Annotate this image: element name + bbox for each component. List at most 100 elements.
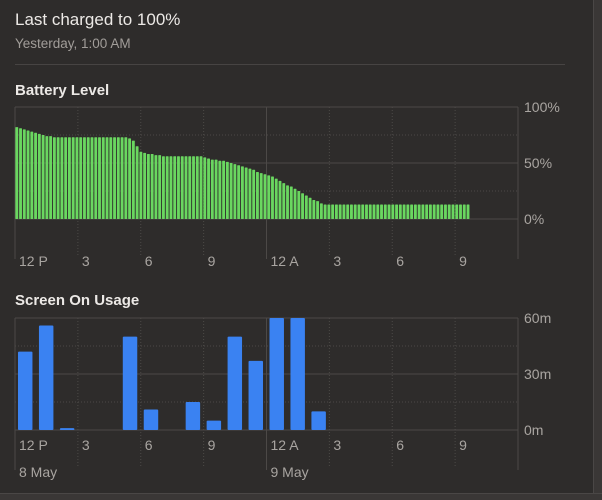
usage-x-tick-label: 6	[396, 437, 404, 453]
battery-bar	[398, 204, 402, 219]
battery-bar	[101, 137, 105, 219]
header-divider	[15, 64, 565, 65]
battery-bar	[282, 183, 286, 219]
battery-y-tick-label: 100%	[524, 99, 560, 115]
usage-x-tick-label: 12 A	[271, 437, 300, 453]
battery-bar	[402, 204, 406, 219]
battery-x-tick-label: 12 P	[19, 253, 48, 269]
battery-bar	[158, 155, 162, 219]
battery-bar	[271, 176, 274, 219]
battery-bar	[124, 137, 128, 219]
battery-x-tick-label: 6	[145, 253, 153, 269]
battery-level-title: Battery Level	[15, 82, 110, 99]
battery-bar	[406, 204, 410, 219]
usage-bar	[59, 428, 75, 430]
battery-bar	[455, 204, 459, 219]
battery-bar	[37, 133, 41, 219]
battery-bar	[323, 204, 327, 219]
battery-bar	[425, 204, 429, 219]
usage-bar	[227, 336, 243, 430]
battery-bar	[218, 160, 222, 219]
usage-bar	[269, 318, 284, 430]
battery-bar	[444, 204, 447, 219]
battery-bar	[22, 129, 26, 219]
battery-bar	[331, 204, 335, 219]
battery-bar	[105, 137, 109, 219]
window-edge-bottom	[0, 493, 602, 500]
battery-bar	[237, 165, 241, 219]
battery-bar	[372, 204, 376, 219]
battery-bar	[128, 138, 132, 219]
battery-x-tick-label: 3	[82, 253, 90, 269]
battery-bar	[350, 204, 353, 219]
battery-bar	[432, 204, 436, 219]
battery-bar	[56, 137, 60, 219]
battery-bar	[203, 157, 207, 219]
battery-bar	[19, 128, 22, 219]
battery-bar	[135, 146, 139, 219]
battery-bar	[165, 156, 169, 219]
battery-bar	[184, 156, 188, 219]
battery-bar	[353, 204, 357, 219]
battery-bar	[259, 173, 263, 219]
battery-bar	[267, 175, 271, 219]
usage-y-tick-label: 30m	[524, 366, 551, 382]
battery-bar	[274, 178, 278, 219]
battery-bar	[98, 137, 101, 219]
battery-bar	[368, 204, 372, 219]
battery-bar	[225, 161, 229, 219]
battery-bar	[289, 186, 293, 219]
battery-bar	[391, 204, 395, 219]
battery-bar	[86, 137, 90, 219]
battery-bar	[109, 137, 113, 219]
screen-on-usage-chart[interactable]: 60m 30m 0m 12 P 3 6 9 12 A 3 6 9 8 May 9 May	[14, 310, 551, 480]
usage-y-tick-label: 0m	[524, 422, 543, 438]
usage-x-tick-label: 9	[459, 437, 467, 453]
battery-y-tick-label: 50%	[524, 155, 552, 171]
battery-level-chart[interactable]: 100% 50% 0% 12 P 3 6 9 12 A 3 6 9	[14, 99, 560, 269]
usage-bar	[143, 409, 159, 430]
battery-bar	[428, 204, 432, 219]
battery-x-tick-label: 9	[208, 253, 216, 269]
usage-x-tick-label: 9	[208, 437, 216, 453]
battery-bar	[26, 130, 30, 219]
battery-bar	[229, 163, 233, 219]
battery-bar	[410, 204, 414, 219]
last-charged-time: Yesterday, 1:00 AM	[15, 36, 131, 51]
battery-bar	[357, 204, 361, 219]
usage-x-tick-label: 3	[82, 437, 90, 453]
battery-bar	[34, 132, 38, 219]
battery-bar	[64, 137, 68, 219]
battery-x-tick-label: 9	[459, 253, 467, 269]
battery-bar	[222, 160, 226, 219]
battery-x-tick-label: 12 A	[271, 253, 300, 269]
battery-bar	[447, 204, 451, 219]
battery-bar	[60, 137, 64, 219]
battery-bar	[413, 204, 417, 219]
battery-bar	[304, 195, 308, 219]
usage-bar	[311, 411, 326, 430]
battery-bar	[462, 204, 466, 219]
battery-bar	[146, 154, 150, 219]
battery-bar	[192, 156, 195, 219]
battery-bar	[15, 127, 19, 219]
battery-bar	[30, 131, 34, 219]
battery-y-tick-label: 0%	[524, 211, 544, 227]
battery-bar	[173, 156, 177, 219]
battery-bar	[278, 180, 282, 219]
battery-bar	[256, 171, 259, 219]
battery-bar	[75, 137, 79, 219]
battery-bar	[342, 204, 346, 219]
battery-bar	[45, 136, 49, 219]
usage-bar	[206, 420, 222, 430]
battery-bar	[334, 204, 338, 219]
battery-bar	[459, 204, 462, 219]
battery-bar	[380, 204, 383, 219]
battery-bar	[67, 137, 71, 219]
battery-bar	[139, 151, 143, 219]
battery-x-tick-label: 6	[396, 253, 404, 269]
battery-bar	[143, 152, 147, 219]
battery-bar	[162, 156, 165, 219]
battery-bar	[376, 204, 380, 219]
battery-bar	[207, 158, 210, 219]
